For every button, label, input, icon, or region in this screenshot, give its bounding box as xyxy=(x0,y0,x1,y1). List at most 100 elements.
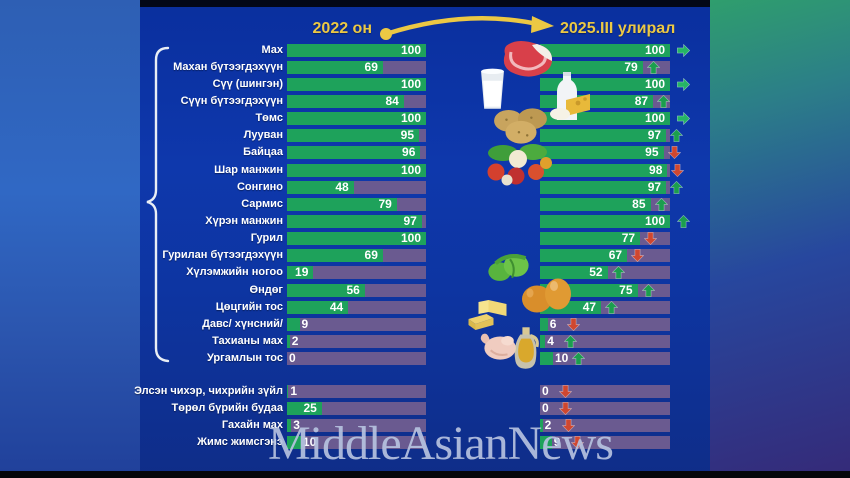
trend-down-icon xyxy=(558,402,573,416)
bar-fill xyxy=(287,180,354,194)
trend-down-icon xyxy=(561,419,575,433)
category-label: Байцаа xyxy=(243,146,283,159)
bar-value: 3 xyxy=(293,418,300,433)
bar-2022: 1 xyxy=(287,385,426,398)
bar-fill xyxy=(287,232,426,246)
bar-2025: 85 xyxy=(540,197,670,211)
bar-2022: 69 xyxy=(287,60,426,74)
bar-fill xyxy=(540,266,608,280)
chart-row: Махан бүтээгдэхүүн 69 79 xyxy=(0,60,850,74)
bar-value: 47 xyxy=(582,299,597,314)
chart-row: Мах 100 100 xyxy=(0,42,850,57)
category-label: Давс/ хүнсний/ xyxy=(202,317,283,330)
year-2025-label: 2025.III улирал xyxy=(560,20,676,37)
bar-2022: 19 xyxy=(287,266,426,280)
chart-row: Элсэн чихэр, чихрийн зүйл 1 0 xyxy=(0,384,850,399)
category-label: Шар манжин xyxy=(214,163,283,176)
trend-down-icon xyxy=(570,436,585,450)
background-left-panel xyxy=(0,0,140,478)
bar-fill xyxy=(540,180,667,194)
bar-value: 10 xyxy=(302,435,317,450)
bar-2025: 6 xyxy=(540,316,670,332)
bar-2022: 97 xyxy=(287,215,426,228)
bar-fill xyxy=(540,163,668,177)
trend-arrow xyxy=(561,419,575,433)
bar-2022: 56 xyxy=(287,283,426,297)
trend-up-icon xyxy=(669,129,684,143)
bar-fill xyxy=(540,249,628,263)
bar-value: 97 xyxy=(647,128,662,143)
category-label: Сүү (шингэн) xyxy=(212,77,283,90)
background-right-panel xyxy=(710,0,850,478)
chart-row: Гурил 100 77 xyxy=(0,232,850,246)
bar-value: 0 xyxy=(542,384,549,398)
bar-2022: 95 xyxy=(287,129,426,143)
bar-fill xyxy=(287,436,301,450)
dairy-products-icon xyxy=(548,70,592,122)
chart-row: Гурилан бүтээгдэхүүн 69 67 xyxy=(0,249,850,263)
year-2022-label: 2022 он xyxy=(312,20,372,37)
trend-down-icon xyxy=(630,249,645,263)
bar-fill xyxy=(287,43,426,57)
category-label: Сүүн бүтээгдэхүүн xyxy=(180,94,283,107)
bar-value: 9 xyxy=(553,435,561,450)
bar-value: 100 xyxy=(644,111,665,126)
bar-value: 96 xyxy=(402,145,416,160)
trend-arrow xyxy=(671,163,685,177)
bar-2025: 47 xyxy=(540,299,670,314)
bar-2022: 79 xyxy=(287,197,426,211)
trend-arrow xyxy=(563,334,578,348)
chart-row: Төмс 100 100 xyxy=(0,111,850,126)
bar-value: 52 xyxy=(589,265,603,280)
trend-up-icon xyxy=(611,266,625,280)
trend-arrow xyxy=(641,283,655,297)
bar-fill xyxy=(540,146,664,160)
category-label: Гурил xyxy=(250,232,283,245)
bar-2022: 48 xyxy=(287,180,426,194)
category-label: Махан бүтээгдэхүүн xyxy=(173,60,283,73)
bar-2022: 44 xyxy=(287,300,426,314)
bar-fill xyxy=(540,232,641,246)
bar-2022: 100 xyxy=(287,112,426,126)
bar-2025: 9 xyxy=(540,435,670,450)
bar-value: 75 xyxy=(619,282,633,297)
trend-up-icon xyxy=(669,180,684,194)
bar-value: 95 xyxy=(645,145,659,160)
milk-glass-icon xyxy=(479,66,506,112)
trend-down-icon xyxy=(671,163,685,177)
bar-value: 98 xyxy=(649,162,663,177)
bar-value: 6 xyxy=(549,316,557,331)
bar-2025: 2 xyxy=(540,419,670,433)
category-label: Сонгино xyxy=(236,180,283,193)
bar-value: 9 xyxy=(301,316,309,331)
trend-down-icon xyxy=(643,232,658,246)
chart-row: Төрөл бүрийн будаа 25 0 xyxy=(0,402,850,416)
trend-arrow xyxy=(646,60,661,74)
bar-fill xyxy=(287,129,419,143)
bar-value: 2 xyxy=(291,334,299,348)
bar-fill xyxy=(540,436,552,450)
bar-fill xyxy=(287,317,300,331)
bar-value: 97 xyxy=(403,214,417,228)
category-label: Цөцгийн тос xyxy=(215,300,283,313)
trend-arrow xyxy=(566,317,581,332)
bar-fill xyxy=(540,60,643,74)
category-label: Өндөг xyxy=(249,283,283,296)
bar-fill xyxy=(287,300,349,314)
trend-up-icon xyxy=(563,334,578,348)
bar-2025: 97 xyxy=(540,180,684,194)
bar-value: 100 xyxy=(400,42,421,57)
trend-arrow xyxy=(558,402,573,416)
bar-2022: 84 xyxy=(287,94,426,108)
chart-row: Байцаа 96 95 xyxy=(0,145,850,160)
bar-2025: 79 xyxy=(540,60,670,74)
trend-right-icon xyxy=(677,77,691,92)
trend-right-icon xyxy=(677,43,691,57)
chart-row: Сармис 79 85 xyxy=(0,197,850,211)
trend-up-icon xyxy=(656,94,671,108)
bar-2022: 100 xyxy=(287,77,426,91)
chart-row: Сүүн бүтээгдэхүүн 84 87 xyxy=(0,94,850,108)
bar-fill xyxy=(540,43,670,57)
bar-2022: 2 xyxy=(287,335,426,348)
